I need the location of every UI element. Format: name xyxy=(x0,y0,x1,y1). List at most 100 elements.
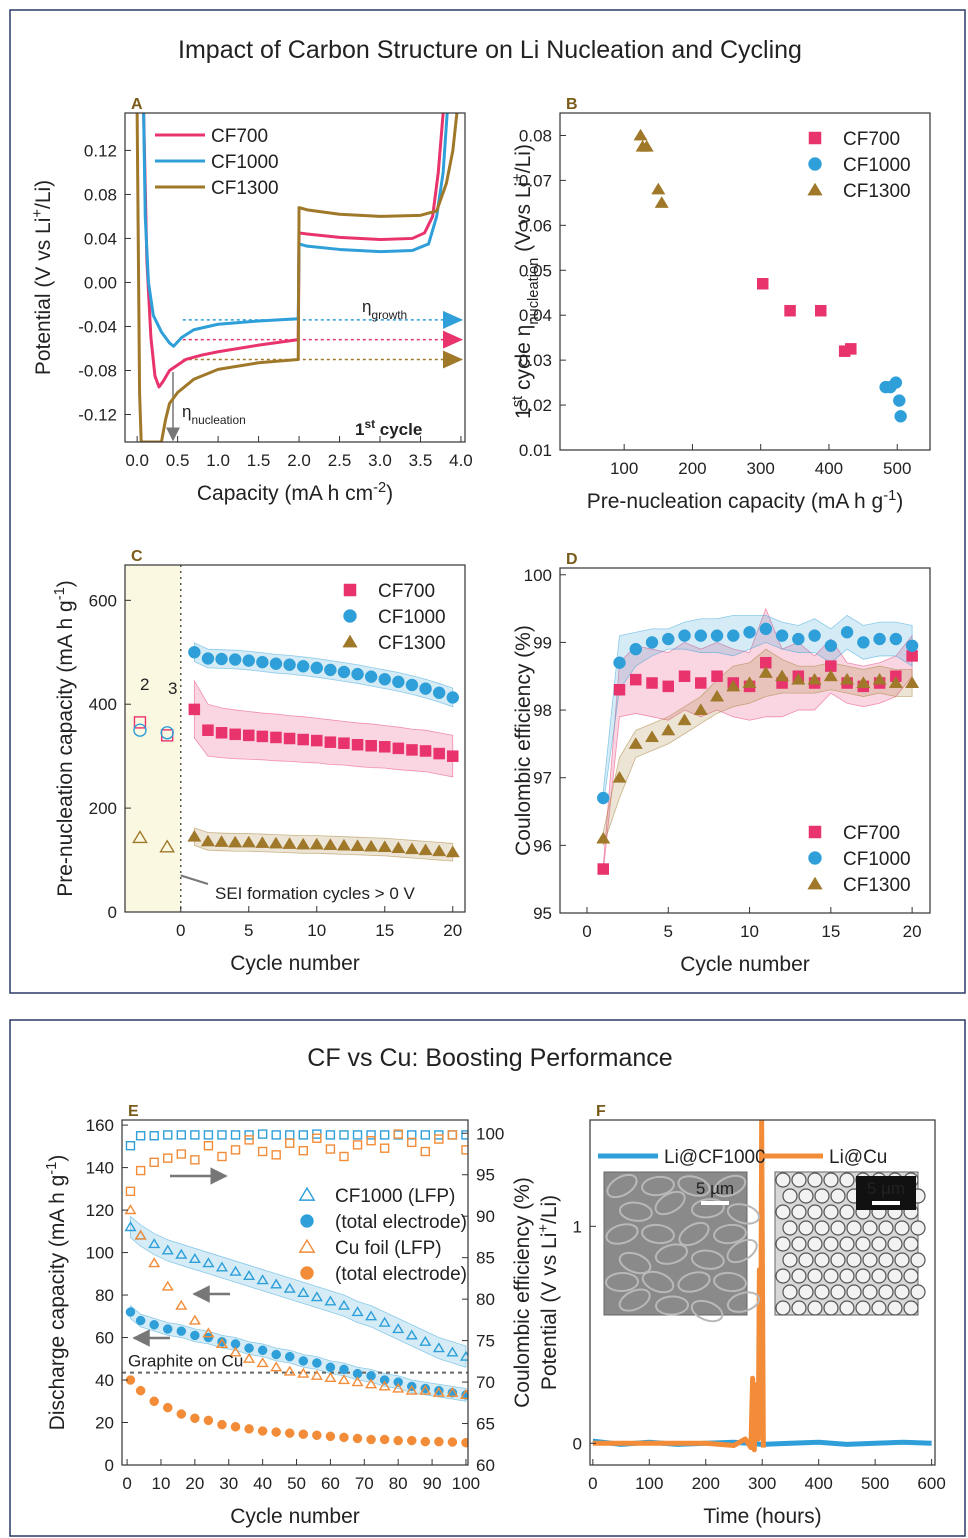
y-tick-label: 0.02 xyxy=(519,396,552,415)
marker-circle xyxy=(125,1307,136,1317)
y-tick-label: 100 xyxy=(524,566,552,585)
marker-triangle xyxy=(791,672,806,685)
marker-square xyxy=(285,1138,295,1148)
texture xyxy=(878,1220,894,1236)
marker-circle xyxy=(613,656,626,669)
marker-square xyxy=(324,736,337,748)
marker-circle xyxy=(310,661,324,675)
marker-square xyxy=(163,1130,173,1140)
texture xyxy=(871,1268,887,1284)
texture xyxy=(814,1252,830,1268)
x-tick-label: 300 xyxy=(747,459,775,478)
y-tick-label: 96 xyxy=(533,836,552,855)
marker-circle xyxy=(905,639,919,653)
marker-circle xyxy=(645,636,659,649)
marker-circle xyxy=(190,1413,200,1424)
texture xyxy=(606,1173,638,1199)
marker-square xyxy=(406,744,418,756)
y-axis-label-part: nucleation xyxy=(526,258,542,325)
texture xyxy=(878,1252,894,1268)
marker-triangle xyxy=(445,845,460,858)
marker-square xyxy=(285,1130,295,1140)
texture xyxy=(862,1284,878,1300)
y-tick-label: 160 xyxy=(86,1116,114,1135)
marker-circle xyxy=(312,1358,322,1368)
marker-square xyxy=(434,1134,444,1144)
x-tick-label: 200 xyxy=(678,459,706,478)
y-tick-label: 0 xyxy=(573,1434,582,1453)
marker-circle xyxy=(300,1214,314,1228)
data-line xyxy=(142,113,445,389)
marker-circle xyxy=(366,1434,376,1445)
x-tick-label: 1.5 xyxy=(247,451,271,470)
x-axis-label-part: Pre-nucleation capacity (mA h g xyxy=(587,490,883,513)
marker-circle xyxy=(203,1415,214,1426)
marker-triangle xyxy=(661,723,676,736)
texture xyxy=(798,1188,814,1204)
marker-triangle xyxy=(677,713,692,726)
plot-frame xyxy=(559,567,931,914)
texture xyxy=(855,1268,871,1284)
marker-triangle xyxy=(351,1306,364,1317)
y-tick-label: 0.06 xyxy=(519,216,552,235)
marker-square xyxy=(379,1143,390,1153)
texture xyxy=(713,1271,747,1293)
marker-circle xyxy=(244,1343,254,1353)
marker-square xyxy=(339,1130,349,1140)
texture xyxy=(618,1201,653,1222)
texture xyxy=(726,1203,761,1225)
texture xyxy=(782,1188,798,1204)
section-frame xyxy=(9,9,966,994)
x-axis-label-part: ) xyxy=(896,490,903,513)
y2-tick-label: 70 xyxy=(476,1373,495,1392)
x-tick-label: 20 xyxy=(443,921,462,940)
marker-square xyxy=(420,1130,431,1140)
marker-triangle xyxy=(342,634,358,648)
marker-square xyxy=(217,1151,227,1162)
inset-texture xyxy=(605,1173,761,1323)
x-tick-label: 5 xyxy=(244,921,253,940)
marker-square xyxy=(135,1165,146,1176)
texture xyxy=(605,1223,639,1245)
legend-label: CF700 xyxy=(843,129,900,150)
marker-circle xyxy=(296,660,310,673)
marker-circle xyxy=(201,652,215,665)
texture xyxy=(618,1251,652,1275)
marker-triangle xyxy=(633,128,648,141)
marker-circle xyxy=(351,667,364,681)
y-axis-label: Coulombic efficiency (%) xyxy=(512,625,535,856)
marker-triangle xyxy=(888,676,903,688)
y-axis-label-part: Discharge capacity (mA h g xyxy=(46,1175,69,1431)
marker-triangle xyxy=(309,837,324,850)
marker-circle xyxy=(190,1330,200,1341)
marker-square xyxy=(243,729,255,742)
marker-square xyxy=(176,1149,187,1159)
marker-triangle xyxy=(256,1274,269,1285)
texture xyxy=(878,1284,894,1300)
marker-triangle xyxy=(283,1365,296,1376)
marker-square xyxy=(461,1145,468,1155)
marker-circle xyxy=(298,1429,309,1439)
panel-letter: F xyxy=(596,1103,606,1120)
legend-label: CF1300 xyxy=(378,633,446,654)
marker-triangle xyxy=(807,182,823,196)
panel: Graphite on Cu 0 10 20 30 40 50 60 70 80 90 100 0 20 4… xyxy=(44,1103,534,1528)
x-tick-label: 0 xyxy=(582,922,591,941)
marker-circle xyxy=(188,646,201,659)
marker-circle xyxy=(857,636,870,649)
x-tick-label: 2.5 xyxy=(328,451,352,470)
marker-triangle xyxy=(229,1265,242,1276)
legend-label: CF1300 xyxy=(843,875,911,896)
marker-triangle xyxy=(446,1386,459,1397)
marker-square xyxy=(808,825,822,839)
shaded-region xyxy=(125,565,181,912)
texture xyxy=(713,1223,747,1245)
x-tick-label: 500 xyxy=(861,1474,889,1493)
texture xyxy=(807,1236,823,1252)
x-axis-label-part: -2 xyxy=(373,480,386,496)
y-axis-label-part: Potential (V vs Li xyxy=(538,1233,561,1391)
marker-square xyxy=(392,742,405,755)
marker-circle xyxy=(217,1419,227,1430)
texture xyxy=(677,1271,711,1293)
